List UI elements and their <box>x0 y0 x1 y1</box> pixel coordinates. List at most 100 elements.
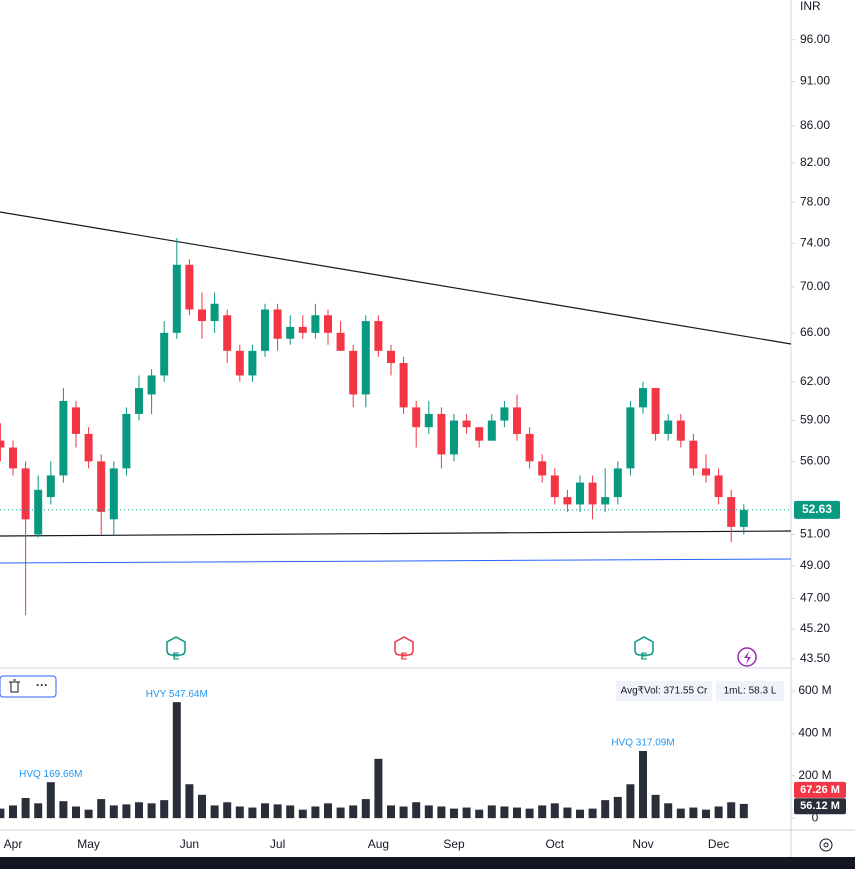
volume-bar <box>185 784 194 819</box>
volume-bar <box>462 807 471 819</box>
delete-icon[interactable] <box>9 679 20 693</box>
candle-body <box>361 321 370 395</box>
candle-body <box>135 388 143 414</box>
x-tick-label: Dec <box>708 837 729 851</box>
volume-bar <box>613 796 622 819</box>
volume-bar <box>298 809 307 819</box>
candle-body <box>727 497 736 527</box>
volume-bar <box>500 806 509 819</box>
candle-body <box>664 420 673 434</box>
volume-bar <box>122 804 131 819</box>
support-line-blue <box>0 558 792 564</box>
volume-bar <box>525 808 534 819</box>
stat-label: 1mL: 58.3 L <box>724 686 777 697</box>
candle-body <box>374 321 383 351</box>
volume-bar <box>210 805 219 819</box>
volume-bar <box>223 802 232 819</box>
volume-bar <box>538 805 547 819</box>
volume-bar <box>412 802 421 819</box>
volume-bar <box>235 806 244 819</box>
candle-body <box>399 363 408 408</box>
volume-bar <box>639 750 647 819</box>
x-tick-label: Apr <box>4 837 23 851</box>
candle-body <box>513 407 521 434</box>
y-tick-label: 43.50 <box>800 651 830 665</box>
volume-bar <box>311 806 320 819</box>
earnings-marker[interactable] <box>394 636 414 656</box>
y-tick-label: 78.00 <box>800 194 830 208</box>
volume-bar <box>336 807 345 819</box>
dividend-icon <box>744 651 751 664</box>
volume-badge <box>794 781 846 798</box>
volume-badge-label: 67.26 M <box>800 784 840 796</box>
candle-body <box>487 420 496 441</box>
candle-body <box>714 475 723 498</box>
volume-bar <box>97 799 106 819</box>
earnings-marker[interactable] <box>634 636 654 656</box>
candle-body <box>273 309 282 339</box>
candle-body <box>286 326 295 339</box>
volume-bar <box>0 808 5 819</box>
x-tick-label: May <box>77 837 100 851</box>
y-tick-label: 45.20 <box>800 621 830 635</box>
earnings-marker[interactable] <box>166 636 186 656</box>
volume-bar <box>273 804 282 819</box>
candle-body <box>702 468 710 476</box>
candle-body <box>412 407 421 428</box>
volume-bar <box>475 809 484 819</box>
candle-body <box>198 309 206 322</box>
volume-bar <box>109 805 118 819</box>
candle-body <box>185 264 194 310</box>
candle-body <box>46 475 55 498</box>
volume-bar <box>46 782 55 819</box>
candle-body <box>248 350 257 376</box>
candle-body <box>563 497 572 505</box>
volume-bar <box>374 758 383 819</box>
x-tick-label: Jun <box>180 837 199 851</box>
volume-bar <box>550 803 559 819</box>
candle-body <box>387 350 395 364</box>
x-tick-label: Jul <box>270 837 285 851</box>
candle-body <box>538 461 547 476</box>
candle-body <box>160 332 169 376</box>
volume-bar <box>437 806 446 819</box>
volume-bar <box>588 808 597 819</box>
candle-body <box>550 475 559 498</box>
volume-bar <box>34 803 43 819</box>
volume-annotation: HVQ 169.66M <box>19 769 82 780</box>
y-tick-label: 49.00 <box>800 558 830 572</box>
volume-bar <box>9 805 17 819</box>
volume-bar <box>487 805 496 819</box>
volume-annotation: HVY 547.64M <box>146 689 208 700</box>
stat-box <box>716 681 784 701</box>
volume-bar <box>563 807 572 819</box>
volume-bar <box>160 800 169 819</box>
settings-icon[interactable] <box>819 838 833 852</box>
trend-line <box>0 211 792 345</box>
x-tick-label: Aug <box>368 837 389 851</box>
volume-bar <box>727 802 736 819</box>
candle-body <box>588 482 597 505</box>
stat-label: Avg₹Vol: 371.55 Cr <box>621 686 708 697</box>
earnings-label: E <box>173 652 180 663</box>
volume-bar <box>172 702 181 819</box>
x-tick-label: Sep <box>443 837 465 851</box>
volume-bar <box>135 802 143 819</box>
y-tick-label: 59.00 <box>800 413 830 427</box>
volume-bar <box>424 805 433 819</box>
x-tick-label: Oct <box>545 837 564 851</box>
candle-body <box>739 509 748 527</box>
currency-label: INR <box>800 0 821 13</box>
candle-body <box>21 468 30 520</box>
candle-body <box>424 413 433 428</box>
y-tick-label: 400 M <box>798 726 831 740</box>
volume-bar <box>739 803 748 819</box>
earnings-label: E <box>401 652 408 663</box>
candle-body <box>689 440 698 469</box>
volume-bar <box>349 805 358 819</box>
candle-body <box>122 413 131 469</box>
y-tick-label: 56.00 <box>800 454 830 468</box>
candle-body <box>84 433 93 462</box>
more-icon[interactable]: ··· <box>36 678 48 692</box>
volume-bar <box>702 809 710 819</box>
